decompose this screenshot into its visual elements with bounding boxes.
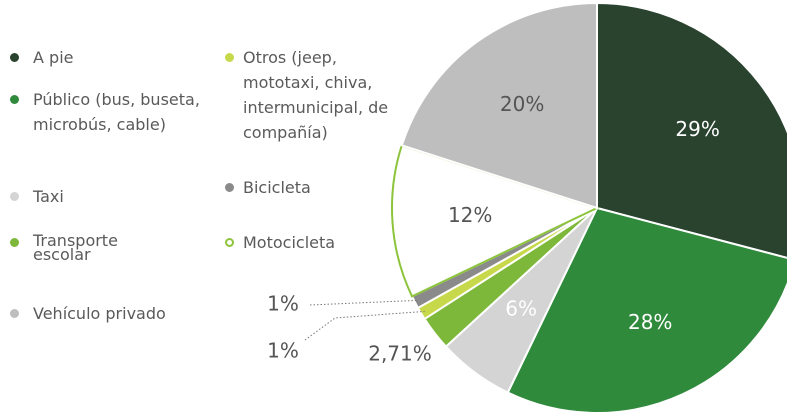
- pie-slice: [400, 1, 598, 210]
- legend-label: Vehículo privado: [33, 304, 166, 323]
- legend-label: Motocicleta: [243, 233, 336, 252]
- legend-marker: [10, 238, 19, 247]
- legend-marker: [10, 192, 19, 201]
- slice-label: 20%: [500, 92, 544, 116]
- legend-label: Público (bus, buseta, microbús, cable): [33, 90, 200, 134]
- legend-label: Bicicleta: [243, 178, 311, 197]
- leader-line: [309, 299, 419, 306]
- legend-label: A pie: [33, 48, 74, 67]
- legend-marker: [10, 95, 19, 104]
- slice-label: 2,71%: [368, 342, 432, 366]
- slice-label: 12%: [448, 203, 492, 227]
- pie-slice: [506, 206, 787, 413]
- legend-marker: [225, 53, 234, 62]
- pie-slice: [391, 144, 600, 298]
- legend-marker: [225, 238, 234, 247]
- legend-marker: [225, 183, 234, 192]
- slice-label: 1%: [267, 339, 299, 363]
- legend-label: Transporte escolar: [33, 231, 118, 264]
- pie-slice: [596, 1, 787, 259]
- legend-marker: [10, 53, 19, 62]
- legend-label: Otros (jeep, mototaxi, chiva, intermunic…: [243, 48, 389, 142]
- slice-label: 28%: [628, 310, 672, 334]
- leader-line: [304, 310, 425, 341]
- legend-label: Taxi: [33, 187, 64, 206]
- slice-label: 29%: [675, 117, 719, 141]
- legend-marker: [10, 309, 19, 318]
- slice-label: 6%: [505, 297, 537, 321]
- slice-label: 1%: [267, 292, 299, 316]
